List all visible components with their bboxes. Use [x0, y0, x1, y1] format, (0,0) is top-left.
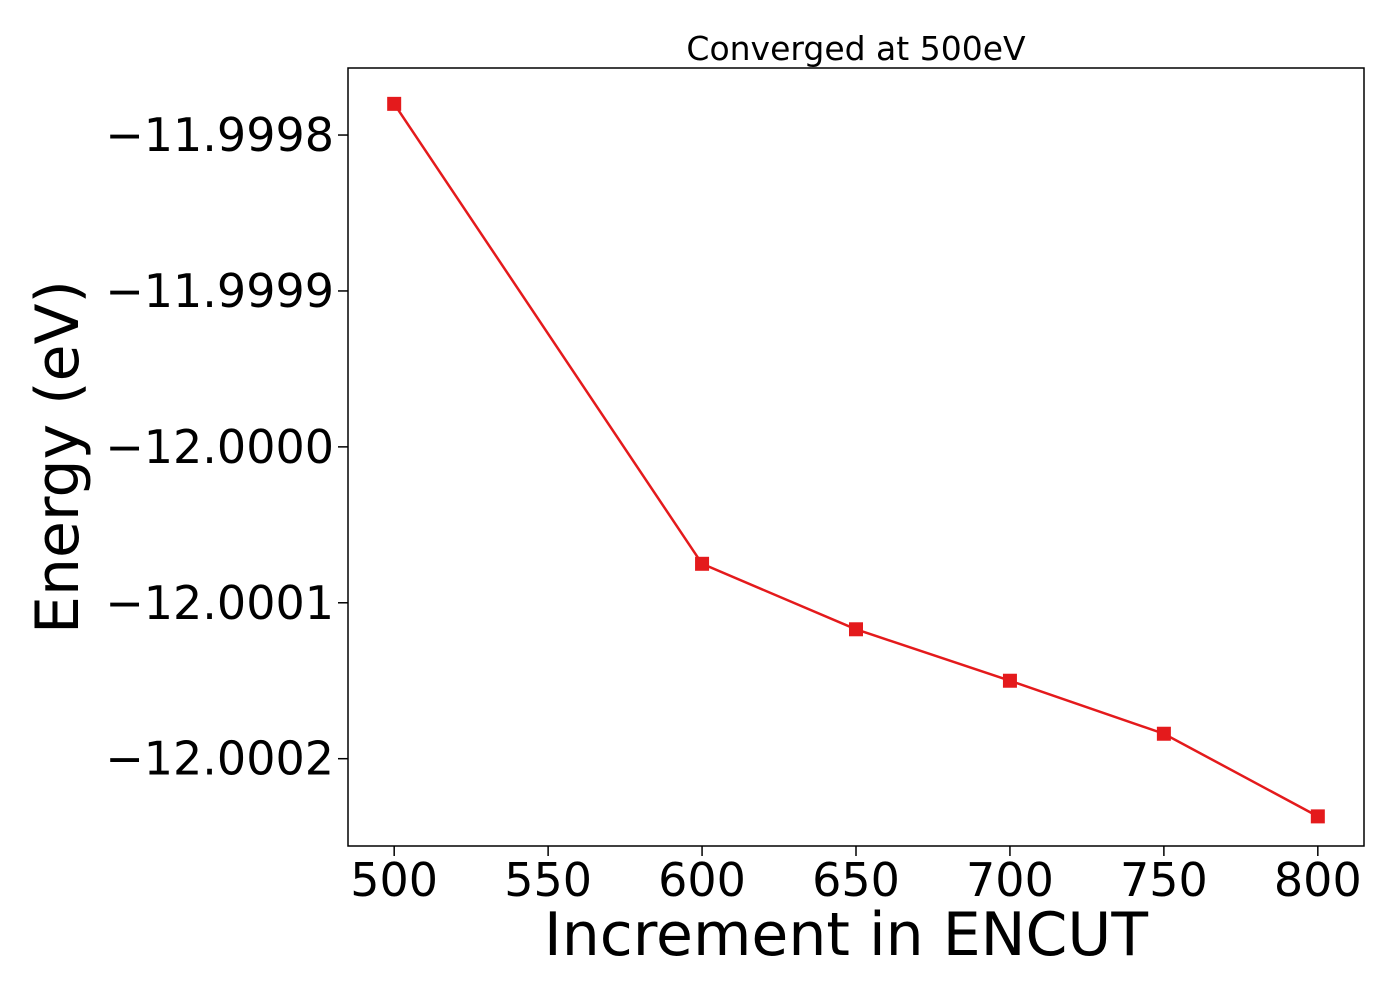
x-tick-label: 550: [504, 853, 592, 907]
x-axis-label: Increment in ENCUT: [544, 900, 1148, 970]
data-point: [849, 622, 863, 637]
x-tick-label: 750: [1120, 853, 1208, 907]
y-tick-label: −11.9998: [105, 108, 334, 162]
y-axis-label: Energy (eV): [23, 280, 93, 634]
data-point: [1156, 726, 1171, 741]
x-tick-label: 600: [658, 853, 746, 907]
series-layer: [387, 96, 1325, 824]
x-tick-label: 800: [1274, 853, 1362, 907]
data-point: [1310, 809, 1325, 824]
y-axis-ticks: −11.9998 −11.9999 −12.0000 −12.0001 −12.0002: [105, 108, 348, 786]
series-line: [393, 103, 1319, 818]
data-point: [1002, 673, 1017, 688]
y-tick-label: −12.0002: [105, 732, 334, 786]
chart-title: Converged at 500eV: [686, 29, 1026, 68]
plot-frame: [347, 67, 1365, 847]
x-tick-label: 650: [812, 853, 900, 907]
y-tick-label: −11.9999: [105, 264, 334, 318]
x-tick-label: 500: [350, 853, 438, 907]
y-tick-label: −12.0000: [105, 420, 334, 474]
data-point: [387, 96, 402, 111]
x-tick-label: 700: [966, 853, 1054, 907]
data-point: [695, 556, 710, 571]
x-axis-ticks: 500 550 600 650 700 750 800: [350, 846, 1362, 907]
y-tick-label: −12.0001: [105, 576, 334, 630]
